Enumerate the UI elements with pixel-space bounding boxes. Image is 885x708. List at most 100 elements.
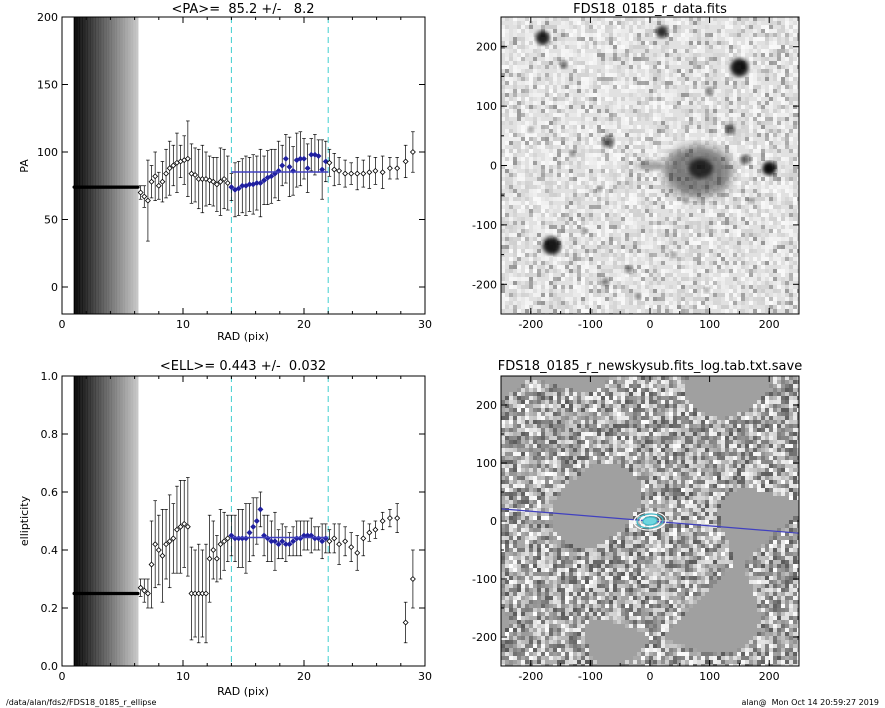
- x-tick-label: -200: [518, 318, 543, 331]
- footer-path: /data/alan/fds2/FDS18_0185_r_ellipse: [6, 698, 157, 707]
- source-blob: [762, 161, 777, 176]
- source-blob: [682, 198, 689, 205]
- source-blob: [569, 150, 576, 157]
- data-point: [148, 178, 155, 185]
- data-point: [163, 541, 170, 548]
- data-point: [386, 515, 393, 522]
- data-point: [210, 547, 217, 553]
- y-tick-label: -100: [472, 573, 497, 586]
- x-tick-label: -100: [578, 318, 603, 331]
- plot-area: [72, 17, 416, 314]
- x-tick-label: 0: [647, 318, 654, 331]
- ell-xlabel: RAD (pix): [217, 685, 269, 698]
- data-point: [261, 177, 268, 184]
- source-blob: [725, 124, 736, 135]
- ell-ylabel: ellipticity: [18, 495, 31, 546]
- x-tick-label: 200: [759, 318, 780, 331]
- pa-title: <PA>= 85.2 +/- 8.2: [172, 2, 315, 17]
- data-image-title: FDS18_0185_r_data.fits: [573, 2, 727, 17]
- plot-frame: [61, 375, 426, 667]
- image-area: [501, 17, 799, 314]
- data-point: [319, 538, 326, 545]
- data-point: [297, 535, 304, 542]
- isophote-ellipse: [633, 511, 667, 531]
- y-tick-label: 50: [44, 214, 58, 227]
- data-point: [221, 176, 228, 182]
- data-point: [331, 166, 338, 173]
- data-point: [301, 155, 307, 162]
- data-point: [246, 529, 253, 536]
- data-point: [155, 182, 162, 189]
- isophote-ellipse: [636, 513, 664, 529]
- data-point: [275, 541, 282, 548]
- y-tick-label: -100: [472, 219, 497, 232]
- pa-xlabel: RAD (pix): [217, 330, 269, 343]
- data-point: [264, 535, 271, 542]
- model-image-title: FDS18_0185_r_newskysub.fits_log.tab.txt.…: [498, 359, 802, 374]
- data-point: [336, 541, 343, 548]
- data-point: [166, 538, 173, 545]
- data-point: [192, 171, 199, 178]
- y-tick-label: 0: [490, 160, 497, 173]
- source-blob: [581, 227, 588, 234]
- data-point: [170, 535, 177, 542]
- source-blob: [748, 198, 755, 205]
- data-point: [213, 555, 220, 562]
- data-point: [379, 169, 386, 176]
- model-image-panel: -200 -100 0 100 200 -200 -100 0 100 200: [472, 375, 800, 683]
- source-blob: [703, 287, 710, 294]
- data-point: [386, 165, 393, 172]
- y-tick-label: 0.4: [41, 544, 59, 557]
- data-image-panel: -200 -100 0 100 200 -200 -100 0 100 200: [472, 16, 800, 331]
- data-point: [342, 538, 349, 545]
- data-point: [242, 535, 249, 542]
- data-point: [326, 538, 333, 545]
- data-point: [166, 165, 173, 172]
- data-point: [326, 159, 333, 166]
- source-blob: [740, 154, 751, 165]
- y-tick-label: 100: [37, 146, 58, 159]
- y-tick-label: 100: [476, 100, 497, 113]
- data-point: [181, 520, 188, 527]
- source-blob: [625, 265, 634, 274]
- x-tick-label: -200: [518, 670, 543, 683]
- data-point: [184, 523, 191, 530]
- data-point: [163, 170, 170, 177]
- inner-point: [136, 185, 140, 189]
- pa-panel: 0 10 20 30 0 50 100 150 200: [37, 11, 432, 331]
- x-tick-label: 10: [176, 318, 190, 331]
- y-tick-label: 200: [476, 399, 497, 412]
- data-point: [354, 549, 361, 556]
- plot-frame: [61, 16, 426, 315]
- galaxy-core: [688, 158, 713, 179]
- data-point: [282, 155, 289, 162]
- data-point: [379, 518, 386, 524]
- y-tick-label: 0.6: [41, 486, 59, 499]
- y-tick-label: 100: [476, 457, 497, 470]
- data-point: [286, 163, 293, 170]
- x-tick-label: 100: [699, 318, 720, 331]
- y-tick-label: 0: [490, 515, 497, 528]
- data-point: [228, 184, 235, 191]
- data-point: [402, 158, 409, 165]
- x-tick-label: 20: [297, 670, 311, 683]
- data-point: [137, 584, 144, 591]
- y-tick-label: -200: [472, 278, 497, 291]
- image-noise: [501, 376, 799, 666]
- data-point: [235, 185, 242, 192]
- data-point: [213, 181, 220, 188]
- y-tick-label: 150: [37, 79, 58, 92]
- data-point: [366, 529, 373, 536]
- data-point: [224, 180, 231, 187]
- y-tick-label: 200: [37, 11, 58, 24]
- x-tick-label: 10: [176, 670, 190, 683]
- data-point: [141, 587, 148, 594]
- data-point: [372, 526, 379, 533]
- data-point: [394, 515, 401, 522]
- data-point: [170, 162, 177, 169]
- data-point: [271, 538, 278, 545]
- y-tick-label: 0.8: [41, 428, 59, 441]
- data-point: [152, 541, 159, 548]
- y-tick-label: 200: [476, 41, 497, 54]
- data-point: [206, 555, 213, 562]
